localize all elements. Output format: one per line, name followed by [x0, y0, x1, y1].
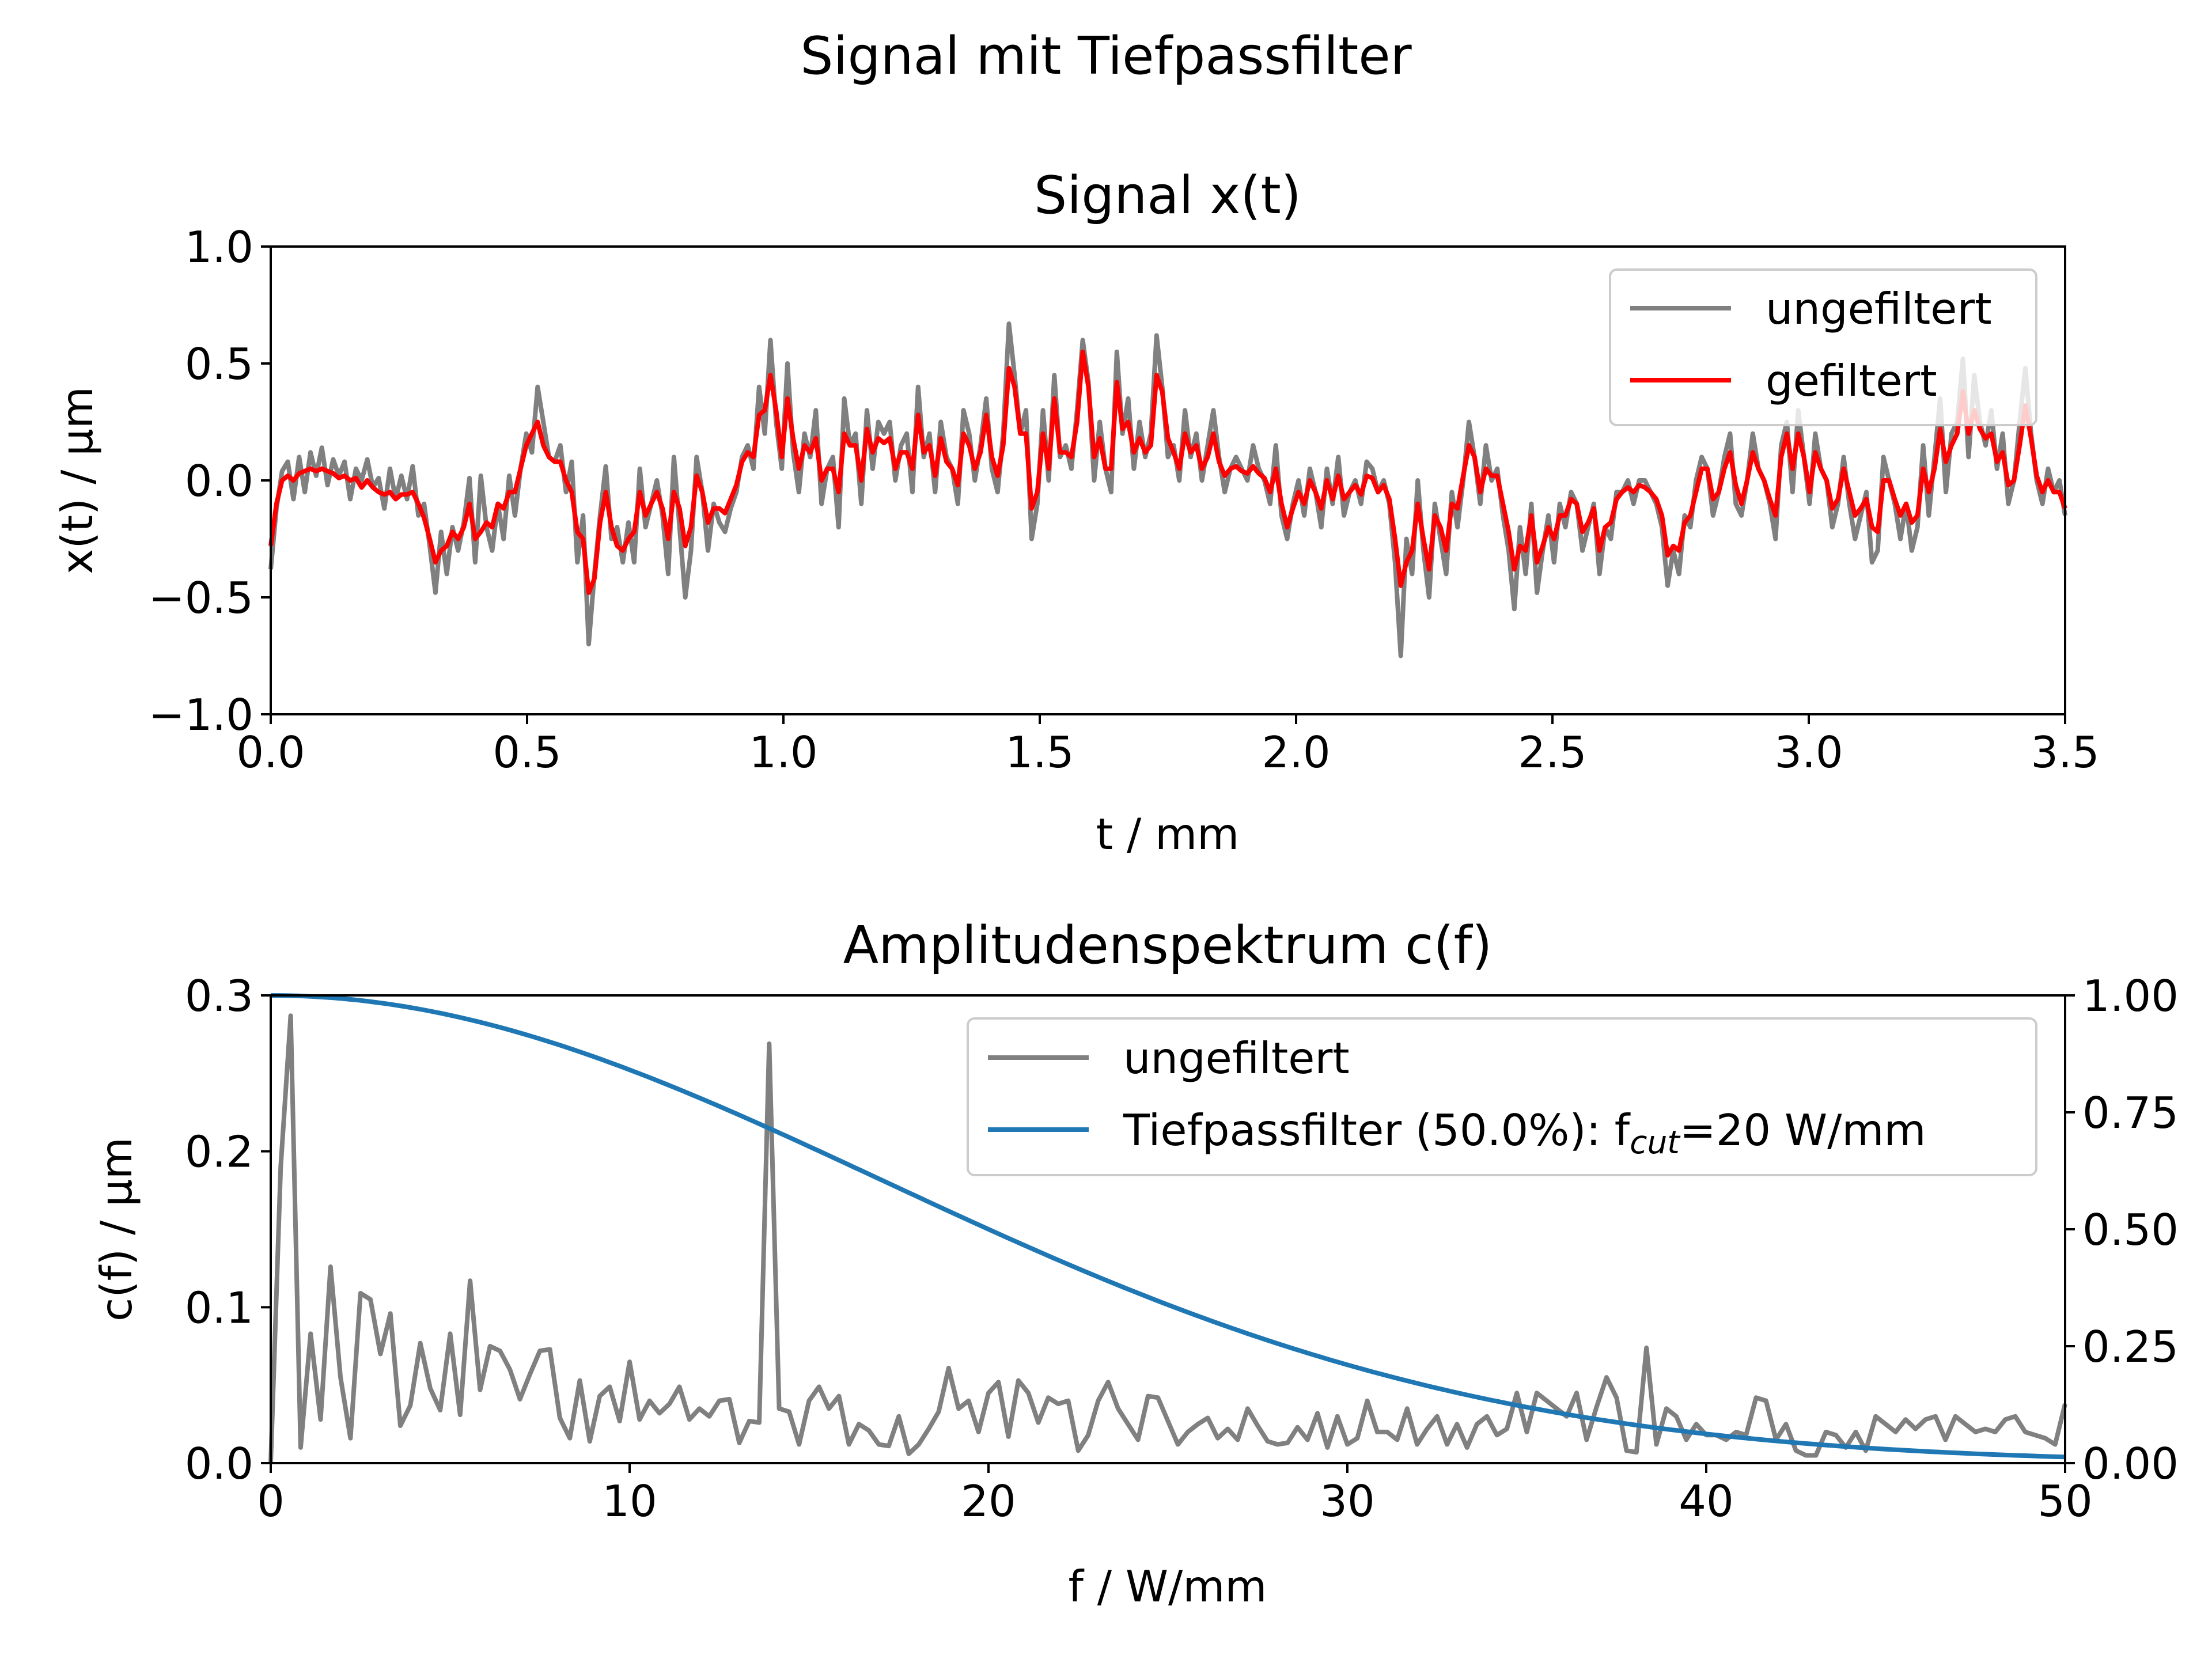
y-tick-label: 0.0 — [185, 1438, 253, 1489]
y2-tick-label: 0.00 — [2082, 1438, 2179, 1489]
spectrum-axes: Amplitudenspektrum c(f) 0 10 20 30 40 50 0.00… — [91, 915, 2179, 1612]
y2-tick-label: 0.50 — [2082, 1205, 2179, 1255]
spectrum-y-ticks: 0.0 0.1 0.2 0.3 — [185, 971, 271, 1489]
y-tick-label: 0.1 — [185, 1282, 253, 1333]
y2-tick-label: 0.75 — [2082, 1088, 2179, 1138]
spectrum-x-ticks: 0 10 20 30 40 50 — [257, 1463, 2093, 1527]
x-tick-label: 20 — [961, 1476, 1016, 1527]
x-tick-label: 40 — [1679, 1476, 1733, 1527]
signal-x-axis-label: t / mm — [1096, 809, 1239, 859]
signal-y-axis-label: x(t) / µm — [52, 387, 103, 574]
signal-axes: Signal x(t) 0.0 0.5 1.0 1.5 2.0 2.5 3.0 3.5 −1.… — [52, 165, 2100, 859]
x-tick-label: 0.5 — [493, 727, 561, 778]
x-tick-label: 0 — [257, 1476, 285, 1527]
signal-x-ticks: 0.0 0.5 1.0 1.5 2.0 2.5 3.0 3.5 — [236, 714, 2100, 778]
y-tick-label: 0.2 — [185, 1127, 253, 1177]
x-tick-label: 0.0 — [236, 727, 305, 778]
x-tick-label: 30 — [1320, 1476, 1374, 1527]
x-tick-label: 2.5 — [1518, 727, 1586, 778]
signal-plot-area — [268, 321, 2067, 658]
y-tick-label: 0.0 — [185, 456, 253, 506]
spectrum-plot-area — [268, 993, 2067, 1464]
spectrum-legend: ungefiltert Tiefpassfilter (50.0%): fcut… — [967, 1017, 2037, 1176]
spectrum-y2-ticks: 0.00 0.25 0.50 0.75 1.00 — [2065, 971, 2179, 1489]
lowpass-filter-curve — [270, 993, 2066, 1460]
x-tick-label: 1.5 — [1005, 727, 1074, 778]
spectrum-legend-label-unfiltered: ungefiltert — [1123, 1033, 1350, 1084]
spectrum-y-axis-label: c(f) / µm — [91, 1137, 142, 1321]
x-tick-label: 10 — [602, 1476, 657, 1527]
figure-title: Signal mit Tiefpassfilter — [800, 26, 1411, 86]
x-tick-label: 2.0 — [1262, 727, 1330, 778]
x-tick-label: 1.0 — [749, 727, 817, 778]
y-tick-label: 0.3 — [185, 971, 253, 1021]
spectrum-axes-title: Amplitudenspektrum c(f) — [843, 915, 1493, 976]
x-tick-label: 50 — [2037, 1476, 2092, 1527]
x-tick-label: 3.0 — [1774, 727, 1843, 778]
y-tick-label: 1.0 — [185, 222, 253, 272]
signal-y-ticks: −1.0 −0.5 0.0 0.5 1.0 — [149, 222, 271, 740]
signal-legend-label-unfiltered: ungefiltert — [1766, 283, 1992, 334]
y2-tick-label: 1.00 — [2082, 971, 2179, 1021]
y-tick-label: −0.5 — [149, 573, 253, 623]
signal-axes-title: Signal x(t) — [1034, 165, 1301, 226]
spectrum-x-axis-label: f / W/mm — [1069, 1561, 1267, 1612]
signal-legend: ungefiltert gefiltert — [1609, 268, 2037, 426]
spectrum-legend-label-lowpass: Tiefpassfilter (50.0%): fcut=20 W/mm — [1123, 1105, 1926, 1161]
y-tick-label: 0.5 — [185, 339, 253, 389]
y-tick-label: −1.0 — [149, 690, 253, 740]
spectrum-legend-box — [967, 1017, 2037, 1176]
signal-legend-label-filtered: gefiltert — [1766, 355, 1937, 406]
spectrum-unfiltered-line — [268, 1013, 2067, 1464]
y2-tick-label: 0.25 — [2082, 1321, 2179, 1372]
x-tick-label: 3.5 — [2031, 727, 2099, 778]
signal-filtered-line — [268, 349, 2067, 595]
